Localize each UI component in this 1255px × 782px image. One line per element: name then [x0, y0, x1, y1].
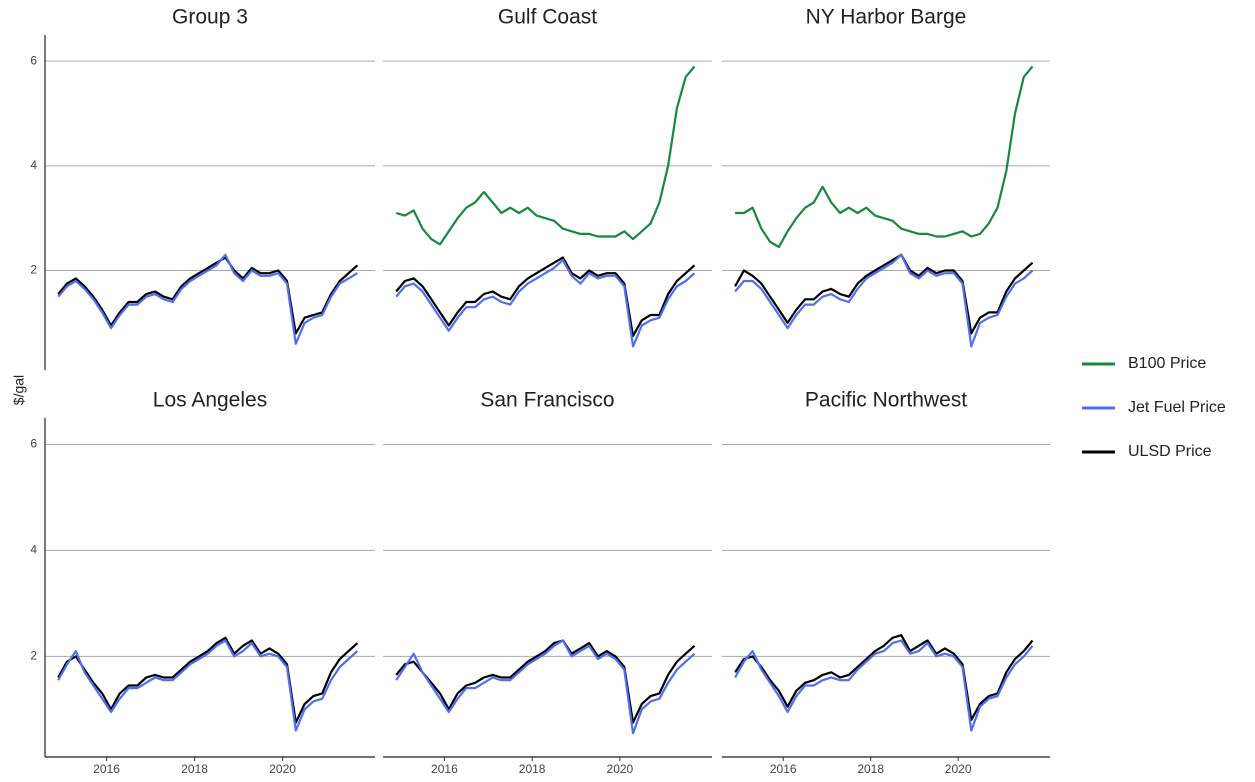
legend-label: Jet Fuel Price: [1128, 399, 1226, 416]
x-tick-label: 2018: [857, 762, 884, 776]
x-tick-label: 2020: [607, 762, 634, 776]
x-tick-label: 2016: [770, 762, 797, 776]
x-tick-label: 2018: [181, 762, 208, 776]
panel-title: Gulf Coast: [498, 6, 597, 29]
panel-title: Group 3: [172, 6, 248, 29]
series-line: [734, 634, 1034, 721]
series-line: [395, 65, 696, 246]
series-line: [395, 639, 696, 724]
series-line: [735, 65, 1034, 249]
panel-title: San Francisco: [480, 389, 614, 412]
y-axis-label: $/gal: [11, 375, 27, 405]
y-tick-label: 2: [30, 649, 37, 663]
series-line: [734, 639, 1034, 732]
y-tick-label: 6: [30, 53, 37, 67]
series-line: [57, 256, 359, 335]
y-tick-label: 4: [30, 158, 37, 172]
series-line: [395, 256, 696, 338]
series-line: [734, 253, 1034, 348]
panel-title: Los Angeles: [153, 389, 267, 412]
legend-label: B100 Price: [1128, 355, 1206, 372]
x-tick-label: 2016: [93, 762, 120, 776]
series-line: [57, 253, 358, 345]
x-tick-label: 2020: [269, 762, 296, 776]
series-line: [57, 636, 359, 724]
series-line: [395, 639, 696, 735]
y-tick-label: 2: [30, 263, 37, 277]
panel-title: Pacific Northwest: [805, 389, 967, 412]
series-line: [395, 259, 696, 348]
legend-label: ULSD Price: [1128, 443, 1212, 460]
panel-title: NY Harbor Barge: [806, 6, 967, 29]
y-tick-label: 4: [30, 543, 37, 557]
series-line: [57, 639, 359, 732]
series-line: [734, 253, 1034, 335]
y-tick-label: 6: [30, 437, 37, 451]
x-tick-label: 2020: [945, 762, 972, 776]
x-tick-label: 2016: [431, 762, 458, 776]
x-tick-label: 2018: [519, 762, 546, 776]
